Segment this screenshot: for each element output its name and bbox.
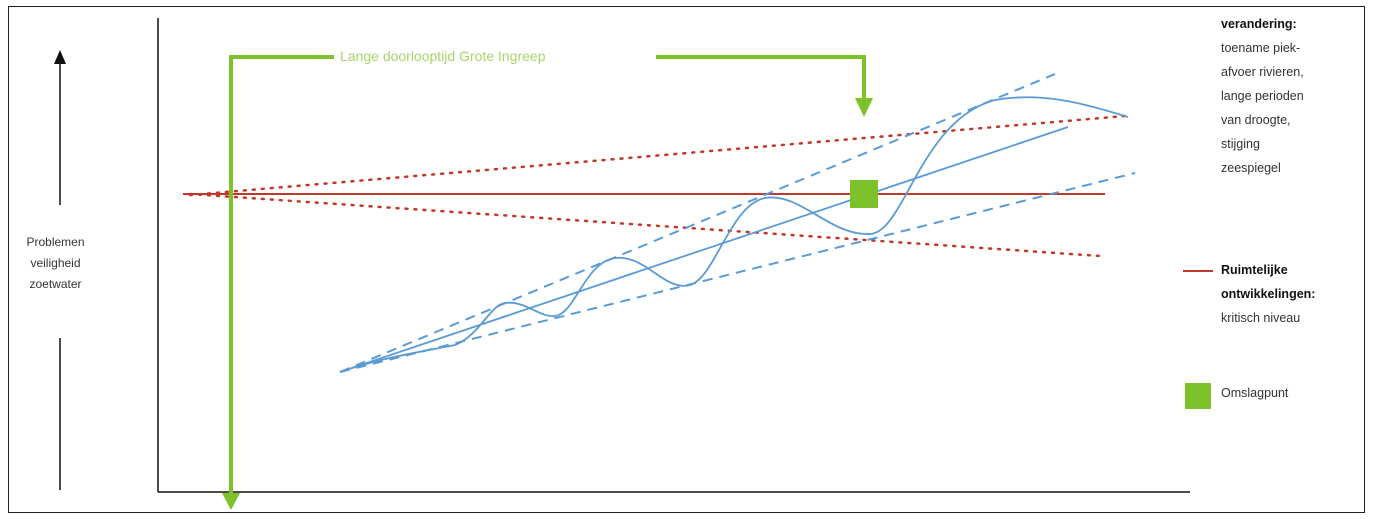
legend-spatial-title-1: Ruimtelijke [1221, 263, 1288, 277]
legend-change-line-5: stijging [1221, 137, 1260, 151]
y-label-line-1: Problemen [26, 235, 85, 249]
blue-trend-line [339, 126, 1069, 373]
legend-red-swatch [1183, 270, 1213, 272]
blue-wavy-line [339, 96, 1129, 373]
y-label-line-2: veiligheid [30, 256, 81, 270]
y-axis-label: Problemen veiligheid zoetwater [8, 232, 103, 295]
legend-change-line-6: zeespiegel [1221, 161, 1281, 175]
green-arrow-down-right [855, 98, 873, 117]
tipping-point-marker [850, 180, 878, 208]
legend-spatial-line-1: kritisch niveau [1221, 311, 1301, 325]
blue-dashed-upper [339, 73, 1056, 373]
legend-green-swatch [1185, 383, 1211, 409]
legend-change-line-4: van droogte, [1221, 113, 1291, 127]
legend-spatial: Ruimtelijke ontwikkelingen: kritisch niv… [1221, 258, 1369, 330]
green-arrow-down-left [222, 493, 240, 510]
legend-change-line-1: toename piek- [1221, 41, 1301, 55]
diagram-frame [8, 6, 1365, 513]
legend-change: verandering: toename piek- afvoer rivier… [1221, 12, 1369, 180]
legend-change-line-3: lange perioden [1221, 89, 1304, 103]
legend-spatial-title-2: ontwikkelingen: [1221, 287, 1316, 301]
blue-dashed-lower [339, 172, 1136, 373]
lead-time-label: Lange doorlooptijd Grote Ingreep [340, 48, 546, 64]
red-dotted-lower [188, 192, 1102, 258]
legend-change-line-2: afvoer rivieren, [1221, 65, 1304, 79]
y-arrow-head [54, 50, 66, 64]
y-label-line-3: zoetwater [29, 277, 82, 291]
red-dotted-upper [188, 114, 1127, 197]
legend-tipping-point: Omslagpunt [1221, 386, 1289, 400]
legend-change-title: verandering: [1221, 17, 1297, 31]
